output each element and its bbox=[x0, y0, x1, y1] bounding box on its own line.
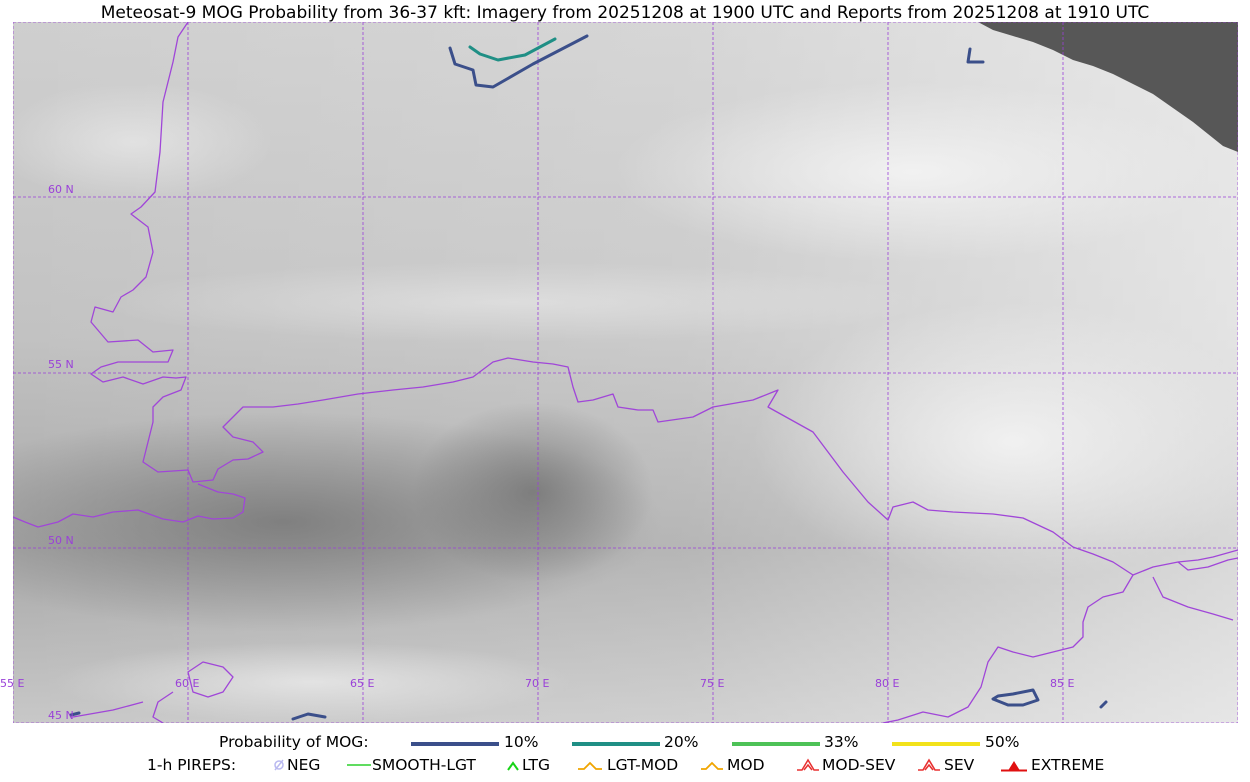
mod-sev-icon bbox=[797, 758, 819, 771]
lon-label-70e: 70 E bbox=[525, 677, 550, 690]
lon-label-55e: 55 E bbox=[0, 677, 25, 690]
prob-50-swatch bbox=[892, 742, 980, 746]
page-title: Meteosat-9 MOG Probability from 36-37 kf… bbox=[100, 3, 1150, 23]
mog-contours bbox=[69, 34, 1108, 721]
sev-icon bbox=[918, 758, 940, 771]
mog-contour-10-north bbox=[448, 34, 589, 89]
pirep-extreme-label: EXTREME bbox=[1031, 756, 1105, 774]
lat-label-60n: 60 N bbox=[48, 183, 74, 196]
prob-10-label: 10% bbox=[504, 733, 539, 751]
prob-20-label: 20% bbox=[664, 733, 699, 751]
mog-contour-10-southwest bbox=[69, 711, 81, 717]
lat-label-55n: 55 N bbox=[48, 358, 74, 371]
pirep-mod-label: MOD bbox=[727, 756, 765, 774]
extreme-icon bbox=[1001, 761, 1027, 772]
lon-label-65e: 65 E bbox=[350, 677, 375, 690]
pirep-neg-label: NEG bbox=[287, 756, 321, 774]
mod-icon bbox=[701, 761, 723, 770]
satellite-imagery bbox=[0, 22, 1250, 723]
lat-label-50n: 50 N bbox=[48, 534, 74, 547]
country-borders bbox=[12, 21, 1239, 724]
pirep-legend-label: 1-h PIREPS: bbox=[147, 756, 237, 774]
prob-33-label: 33% bbox=[824, 733, 859, 751]
pirep-lgt-mod-label: LGT-MOD bbox=[607, 756, 679, 774]
neg-icon bbox=[274, 759, 284, 771]
lat-label-45n: 45 N bbox=[48, 709, 74, 722]
pirep-ltg-label: LTG bbox=[522, 756, 550, 774]
lon-label-60e: 60 E bbox=[175, 677, 200, 690]
prob-50-label: 50% bbox=[985, 733, 1020, 751]
lon-label-75e: 75 E bbox=[700, 677, 725, 690]
lon-label-80e: 80 E bbox=[875, 677, 900, 690]
pirep-mod-sev-label: MOD-SEV bbox=[822, 756, 896, 774]
no-data-region bbox=[978, 22, 1238, 152]
smooth-lgt-icon bbox=[347, 764, 371, 766]
pirep-smooth-lgt-label: SMOOTH-LGT bbox=[372, 756, 476, 774]
mog-contour-20-north bbox=[468, 37, 557, 62]
pirep-sev-label: SEV bbox=[944, 756, 975, 774]
prob-33-swatch bbox=[732, 742, 820, 746]
ltg-icon bbox=[507, 761, 519, 771]
pirep-legend: 1-h PIREPS: NEG SMOOTH-LGT LTG LGT-MOD M… bbox=[0, 756, 1250, 776]
mog-contour-10-southeast bbox=[991, 688, 1040, 707]
satellite-map: 60 N 55 N 50 N 45 N 55 E 60 E 65 E 70 E … bbox=[0, 21, 1250, 724]
lgt-mod-icon bbox=[578, 761, 602, 770]
mog-contour-10-far-southeast bbox=[1099, 700, 1108, 709]
mog-contour-10-northeast bbox=[966, 47, 985, 64]
prob-20-swatch bbox=[572, 742, 660, 746]
prob-10-swatch bbox=[411, 742, 499, 746]
probability-legend: Probability of MOG: 10% 20% 33% 50% bbox=[0, 733, 1250, 753]
mog-contour-10-south bbox=[291, 712, 327, 721]
probability-legend-label: Probability of MOG: bbox=[219, 733, 369, 751]
lat-lon-grid bbox=[12, 21, 1239, 724]
lon-label-85e: 85 E bbox=[1050, 677, 1075, 690]
